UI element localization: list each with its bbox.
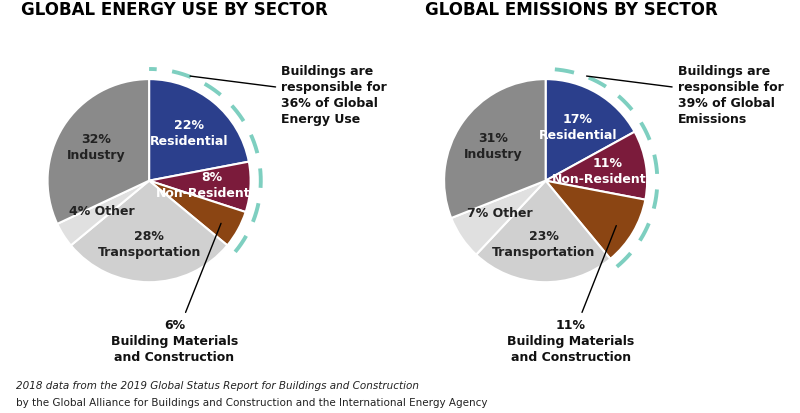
Text: 32%
Industry: 32% Industry bbox=[66, 133, 126, 162]
Text: 31%
Industry: 31% Industry bbox=[464, 131, 523, 160]
Text: Buildings are
responsible for
39% of Global
Emissions: Buildings are responsible for 39% of Glo… bbox=[586, 65, 783, 126]
Text: 7% Other: 7% Other bbox=[466, 206, 532, 219]
Wedge shape bbox=[149, 162, 250, 213]
Text: 11%
Building Materials
and Construction: 11% Building Materials and Construction bbox=[507, 226, 634, 363]
Title: GLOBAL EMISSIONS BY SECTOR: GLOBAL EMISSIONS BY SECTOR bbox=[425, 2, 718, 19]
Text: 11%
Non-Residential: 11% Non-Residential bbox=[552, 157, 663, 186]
Text: 17%
Residential: 17% Residential bbox=[538, 113, 617, 142]
Wedge shape bbox=[444, 80, 546, 218]
Wedge shape bbox=[71, 181, 227, 282]
Wedge shape bbox=[546, 133, 647, 200]
Wedge shape bbox=[451, 181, 546, 255]
Text: Buildings are
responsible for
36% of Global
Energy Use: Buildings are responsible for 36% of Glo… bbox=[190, 65, 387, 126]
Wedge shape bbox=[47, 80, 149, 224]
Wedge shape bbox=[58, 181, 149, 246]
Text: 6%
Building Materials
and Construction: 6% Building Materials and Construction bbox=[111, 224, 238, 363]
Text: 2018 data from the 2019 Global Status Report for Buildings and Construction: 2018 data from the 2019 Global Status Re… bbox=[16, 380, 419, 390]
Wedge shape bbox=[546, 181, 646, 259]
Text: 8%
Non-Residential: 8% Non-Residential bbox=[156, 171, 268, 199]
Wedge shape bbox=[476, 181, 610, 282]
Text: by the Global Alliance for Buildings and Construction and the International Ener: by the Global Alliance for Buildings and… bbox=[16, 397, 487, 407]
Text: 22%
Residential: 22% Residential bbox=[150, 119, 229, 147]
Wedge shape bbox=[149, 181, 246, 246]
Wedge shape bbox=[546, 80, 634, 181]
Wedge shape bbox=[149, 80, 249, 181]
Text: 23%
Transportation: 23% Transportation bbox=[492, 230, 595, 259]
Title: GLOBAL ENERGY USE BY SECTOR: GLOBAL ENERGY USE BY SECTOR bbox=[21, 2, 328, 19]
Text: 4% Other: 4% Other bbox=[69, 204, 134, 218]
Text: 28%
Transportation: 28% Transportation bbox=[98, 230, 201, 259]
